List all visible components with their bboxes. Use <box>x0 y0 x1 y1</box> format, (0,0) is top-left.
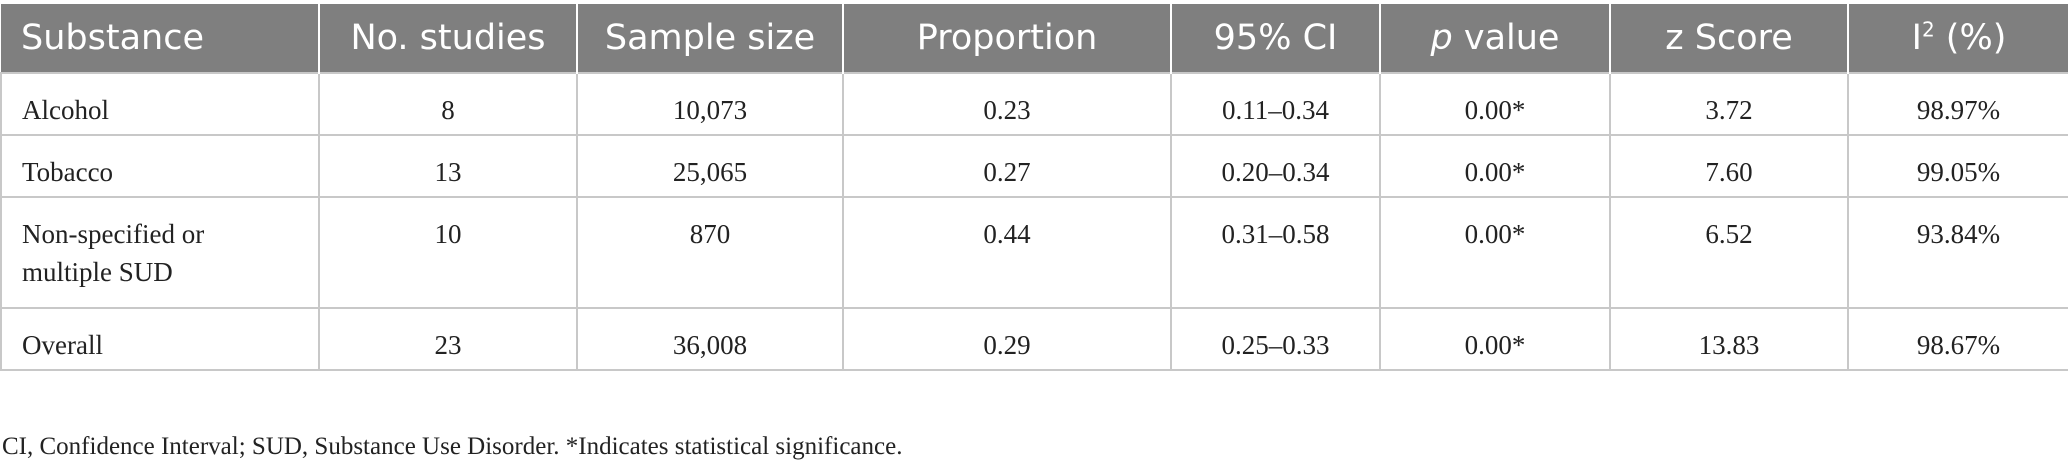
table-body: Alcohol 8 10,073 0.23 0.11–0.34 0.00* 3.… <box>0 72 2068 371</box>
cell-proportion: 0.27 <box>842 134 1172 198</box>
cell-p-value: 0.00* <box>1379 307 1611 371</box>
header-proportion: Proportion <box>843 4 1172 73</box>
cell-sample-size: 870 <box>576 196 844 309</box>
cell-i2: 98.97% <box>1847 72 2068 136</box>
header-p-value: p value <box>1380 4 1611 73</box>
cell-substance: Alcohol <box>0 72 320 136</box>
cell-proportion: 0.29 <box>842 307 1172 371</box>
cell-substance: Tobacco <box>0 134 320 198</box>
cell-z-score: 3.72 <box>1609 72 1849 136</box>
header-substance: Substance <box>1 4 320 73</box>
cell-p-value: 0.00* <box>1379 134 1611 198</box>
cell-ci: 0.11–0.34 <box>1170 72 1381 136</box>
cell-p-value: 0.00* <box>1379 72 1611 136</box>
cell-proportion: 0.44 <box>842 196 1172 309</box>
header-i2-rest: (%) <box>1934 18 2007 58</box>
header-p-value-italic: p <box>1430 18 1453 58</box>
cell-proportion: 0.23 <box>842 72 1172 136</box>
cell-p-value: 0.00* <box>1379 196 1611 309</box>
cell-substance-line1: Non-specified or <box>22 219 205 249</box>
cell-no-studies: 13 <box>318 134 578 198</box>
header-p-value-rest: value <box>1452 18 1560 58</box>
cell-i2: 93.84% <box>1847 196 2068 309</box>
results-table-container: Substance No. studies Sample size Propor… <box>0 4 2068 371</box>
header-sample-size: Sample size <box>577 4 844 73</box>
cell-ci: 0.25–0.33 <box>1170 307 1381 371</box>
cell-z-score: 6.52 <box>1609 196 1849 309</box>
header-no-studies: No. studies <box>319 4 578 73</box>
table-footnote: CI, Confidence Interval; SUD, Substance … <box>2 433 903 460</box>
cell-no-studies: 23 <box>318 307 578 371</box>
header-ci: 95% CI <box>1171 4 1381 73</box>
cell-ci: 0.31–0.58 <box>1170 196 1381 309</box>
table-header: Substance No. studies Sample size Propor… <box>1 4 2068 73</box>
cell-sample-size: 10,073 <box>576 72 844 136</box>
header-i2-sup: 2 <box>1921 17 1935 42</box>
header-z-score: z Score <box>1610 4 1849 73</box>
cell-no-studies: 10 <box>318 196 578 309</box>
table-row: Tobacco 13 25,065 0.27 0.20–0.34 0.00* 7… <box>0 134 2068 198</box>
table-row: Overall 23 36,008 0.29 0.25–0.33 0.00* 1… <box>0 307 2068 371</box>
results-table: Substance No. studies Sample size Propor… <box>0 4 2068 371</box>
cell-substance-line2: multiple SUD <box>22 256 173 287</box>
cell-sample-size: 25,065 <box>576 134 844 198</box>
table-row: Non-specified or multiple SUD 10 870 0.44… <box>0 196 2068 309</box>
cell-sample-size: 36,008 <box>576 307 844 371</box>
header-i2: I2 (%) <box>1848 4 2068 73</box>
cell-i2: 98.67% <box>1847 307 2068 371</box>
cell-z-score: 7.60 <box>1609 134 1849 198</box>
cell-z-score: 13.83 <box>1609 307 1849 371</box>
cell-substance: Overall <box>0 307 320 371</box>
header-i2-base: I <box>1911 18 1922 58</box>
header-row: Substance No. studies Sample size Propor… <box>1 4 2068 73</box>
cell-ci: 0.20–0.34 <box>1170 134 1381 198</box>
cell-substance: Non-specified or multiple SUD <box>0 196 320 309</box>
cell-i2: 99.05% <box>1847 134 2068 198</box>
cell-no-studies: 8 <box>318 72 578 136</box>
table-row: Alcohol 8 10,073 0.23 0.11–0.34 0.00* 3.… <box>0 72 2068 136</box>
